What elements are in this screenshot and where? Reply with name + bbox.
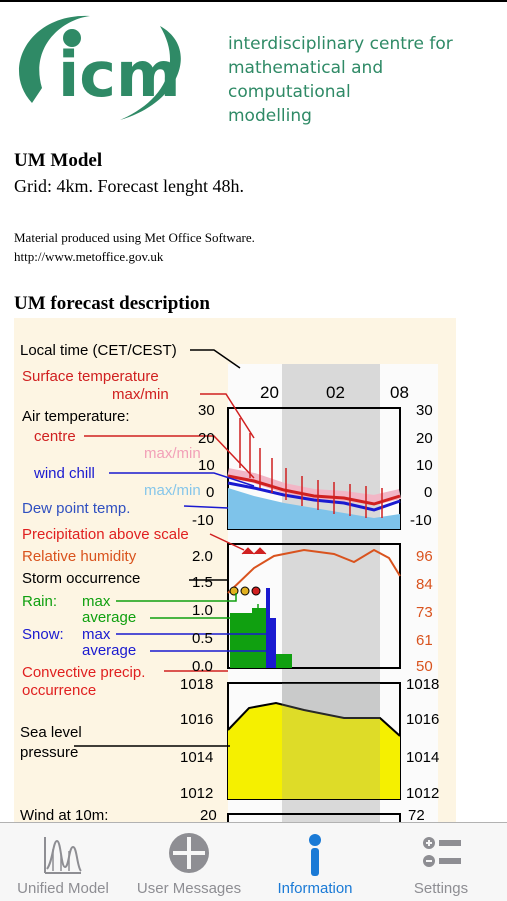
model-title: UM Model xyxy=(14,150,103,171)
tab-bar: Unified Model User Messages Information … xyxy=(0,822,507,901)
dew-point-label: Dew point temp. xyxy=(22,500,131,517)
temp-tick-right: -10 xyxy=(410,512,432,529)
temp-tick-left: 20 xyxy=(198,430,215,447)
precip-tick: 1.5 xyxy=(192,574,213,591)
pressure-tick: 1014 xyxy=(180,749,214,766)
surface-temp-label: Surface temperature xyxy=(22,368,159,385)
pressure-tick-right: 1016 xyxy=(406,711,440,728)
rh-tick: 96 xyxy=(416,548,433,565)
rh-tick: 73 xyxy=(416,604,433,621)
pressure-tick: 1016 xyxy=(180,711,214,728)
user-messages-icon xyxy=(169,833,209,873)
rain-max-label: max xyxy=(82,593,111,610)
icm-logo-mark: icm xyxy=(18,15,181,120)
material-link[interactable]: http://www.metoffice.gov.uk xyxy=(14,249,164,264)
svg-text:icm: icm xyxy=(58,38,181,111)
top-border xyxy=(0,0,507,2)
tab-label: Unified Model xyxy=(17,880,109,897)
forecast-description-title: UM forecast description xyxy=(14,293,210,314)
tab-label: Information xyxy=(277,880,353,897)
snow-max-label: max xyxy=(82,626,111,643)
wind-tick-right: 72 xyxy=(408,807,425,822)
precip-tick: 2.0 xyxy=(192,548,213,565)
time-tick-02: 02 xyxy=(326,383,345,402)
time-tick-08: 08 xyxy=(390,383,409,402)
information-icon xyxy=(309,834,321,876)
rh-tick: 84 xyxy=(416,576,433,593)
precip-above-label: Precipitation above scale xyxy=(22,526,189,543)
diagram-graphics xyxy=(74,349,438,822)
rel-humidity-label: Relative humidity xyxy=(22,548,137,565)
convective-label: Convective precip. xyxy=(22,664,146,681)
logo-line-1: interdisciplinary centre for xyxy=(228,34,453,54)
temp-tick-left: 10 xyxy=(198,457,215,474)
temp-tick-left: 30 xyxy=(198,402,215,419)
pressure-tick: 1018 xyxy=(180,676,214,693)
convective-occurrence-label: occurrence xyxy=(22,682,97,699)
temp-tick-left: -10 xyxy=(192,512,214,529)
wind-label: Wind at 10m: xyxy=(20,807,109,822)
rh-tick: 61 xyxy=(416,632,433,649)
precip-tick: 1.0 xyxy=(192,602,213,619)
rain-label: Rain: xyxy=(22,593,58,610)
wind-tick-left: 20 xyxy=(200,807,217,822)
centre-maxmin: max/min xyxy=(144,445,201,462)
temp-tick-right: 10 xyxy=(416,457,433,474)
logo-line-2: mathematical and computational xyxy=(228,58,384,102)
settings-icon xyxy=(423,837,461,867)
icm-logo: icm interdisciplinary centre for mathema… xyxy=(10,8,500,128)
centre-label: centre xyxy=(34,428,76,445)
temp-tick-right: 0 xyxy=(424,484,433,501)
wind-chill-maxmin: max/min xyxy=(144,482,201,499)
snow-label: Snow: xyxy=(22,626,64,643)
material-line: Material produced using Met Office Softw… xyxy=(14,230,255,245)
time-tick-20: 20 xyxy=(260,383,279,402)
rain-average-label: average xyxy=(82,609,137,626)
pressure-tick-right: 1018 xyxy=(406,676,440,693)
pressure-tick-right: 1012 xyxy=(406,785,440,802)
logo-line-3: modelling xyxy=(228,106,312,126)
precip-tick: 0.0 xyxy=(192,658,213,675)
storm-label: Storm occurrence xyxy=(22,570,141,587)
tab-label: User Messages xyxy=(136,880,242,897)
model-grid-info: Grid: 4km. Forecast lenght 48h. xyxy=(14,176,244,196)
pressure-tick-right: 1014 xyxy=(406,749,440,766)
temp-tick-right: 30 xyxy=(416,402,433,419)
temp-tick-left: 0 xyxy=(206,484,215,501)
material-credit: Material produced using Met Office Softw… xyxy=(14,228,255,266)
tab-label: Settings xyxy=(413,880,469,897)
pressure-tick: 1012 xyxy=(180,785,214,802)
wind-chill-label: wind chill xyxy=(34,465,95,482)
temp-tick-right: 20 xyxy=(416,430,433,447)
local-time-label: Local time (CET/CEST) xyxy=(20,342,177,359)
sea-level-label: Sea level xyxy=(20,724,82,741)
tab-information[interactable]: Information xyxy=(252,823,378,901)
precip-tick: 0.5 xyxy=(192,630,213,647)
tab-unified-model[interactable]: Unified Model xyxy=(0,823,126,901)
pressure-label: pressure xyxy=(20,744,79,761)
unified-model-icon xyxy=(44,837,82,874)
snow-average-label: average xyxy=(82,642,137,659)
air-temp-label: Air temperature: xyxy=(22,408,130,425)
surface-temp-maxmin: max/min xyxy=(112,386,169,403)
tab-settings[interactable]: Settings xyxy=(378,823,504,901)
logo-text: interdisciplinary centre for mathematica… xyxy=(228,32,500,128)
forecast-legend-diagram: Local time (CET/CEST) 20 02 08 Surface t… xyxy=(14,318,456,822)
rh-tick: 50 xyxy=(416,658,433,675)
tab-user-messages[interactable]: User Messages xyxy=(126,823,252,901)
